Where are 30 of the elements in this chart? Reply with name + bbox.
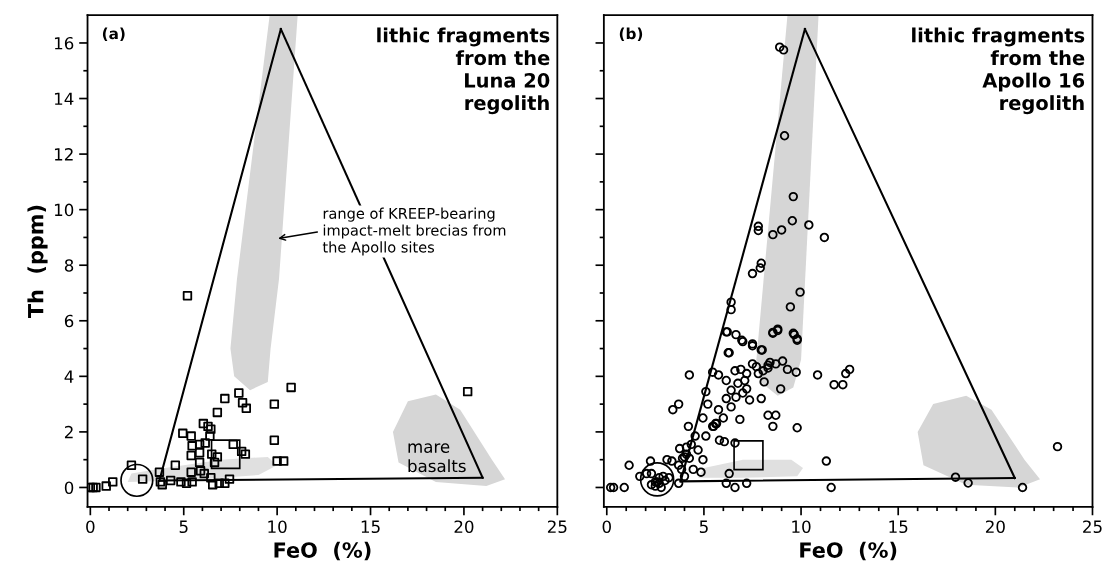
x-tick-label: 0 (602, 520, 611, 534)
x-tick-label: 10 (268, 520, 287, 534)
y-axis-title: Th (ppm) (27, 205, 48, 319)
annotation: range of KREEP-bearing impact-melt brecias from the Apollo sites (322, 207, 506, 256)
y-tick-label: 16 (54, 36, 74, 50)
y-tick-label: 12 (54, 148, 73, 161)
y-tick-label: 2 (64, 425, 73, 439)
y-tick-label: 0 (64, 481, 74, 495)
x-tick-label: 20 (454, 520, 474, 534)
x-axis-title: FeO (%) (800, 541, 897, 561)
annotation: mare basalts (408, 443, 466, 473)
y-tick-label: 6 (64, 314, 74, 328)
annotation: lithic fragments from the Luna 20 regolith (377, 27, 550, 115)
y-tick-label: 10 (54, 203, 74, 217)
annotation: (a) (102, 27, 125, 42)
x-tick-label: 5 (179, 520, 188, 534)
x-tick-label: 15 (889, 520, 908, 534)
x-tick-label: 15 (361, 520, 380, 534)
annotation: lithic fragments from the Apollo 16 regolith (912, 27, 1085, 115)
y-tick-label: 14 (54, 92, 74, 105)
y-tick-label: 8 (64, 259, 74, 272)
x-tick-label: 5 (699, 520, 708, 534)
x-tick-label: 25 (1083, 520, 1102, 534)
x-axis-title: FeO (%) (274, 541, 371, 561)
annotation: (b) (619, 27, 643, 42)
y-tick-label: 4 (64, 370, 74, 383)
x-tick-label: 25 (547, 520, 567, 534)
x-tick-label: 0 (86, 520, 95, 534)
x-tick-label: 10 (792, 520, 811, 534)
x-tick-label: 20 (985, 520, 1005, 534)
